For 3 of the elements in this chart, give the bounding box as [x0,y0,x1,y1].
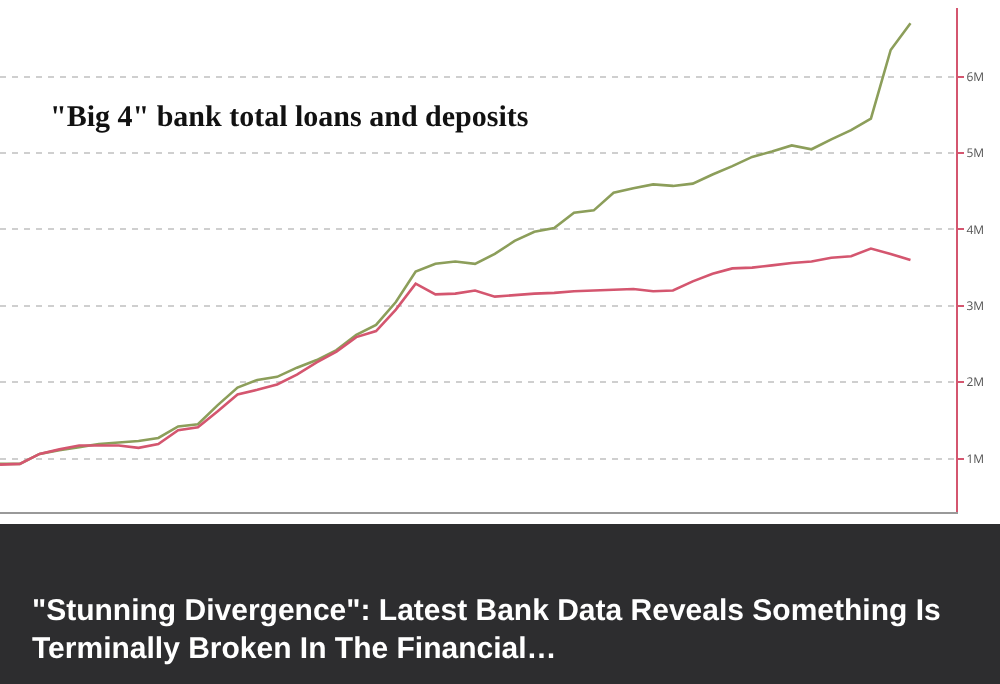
text: "Big 4" bank total loans and deposits [50,101,529,134]
line-series [0,247,912,466]
text: "Stunning Divergence": Latest Bank Data Reveals Something Is Terminally Broken In The Financial… [32,592,943,668]
